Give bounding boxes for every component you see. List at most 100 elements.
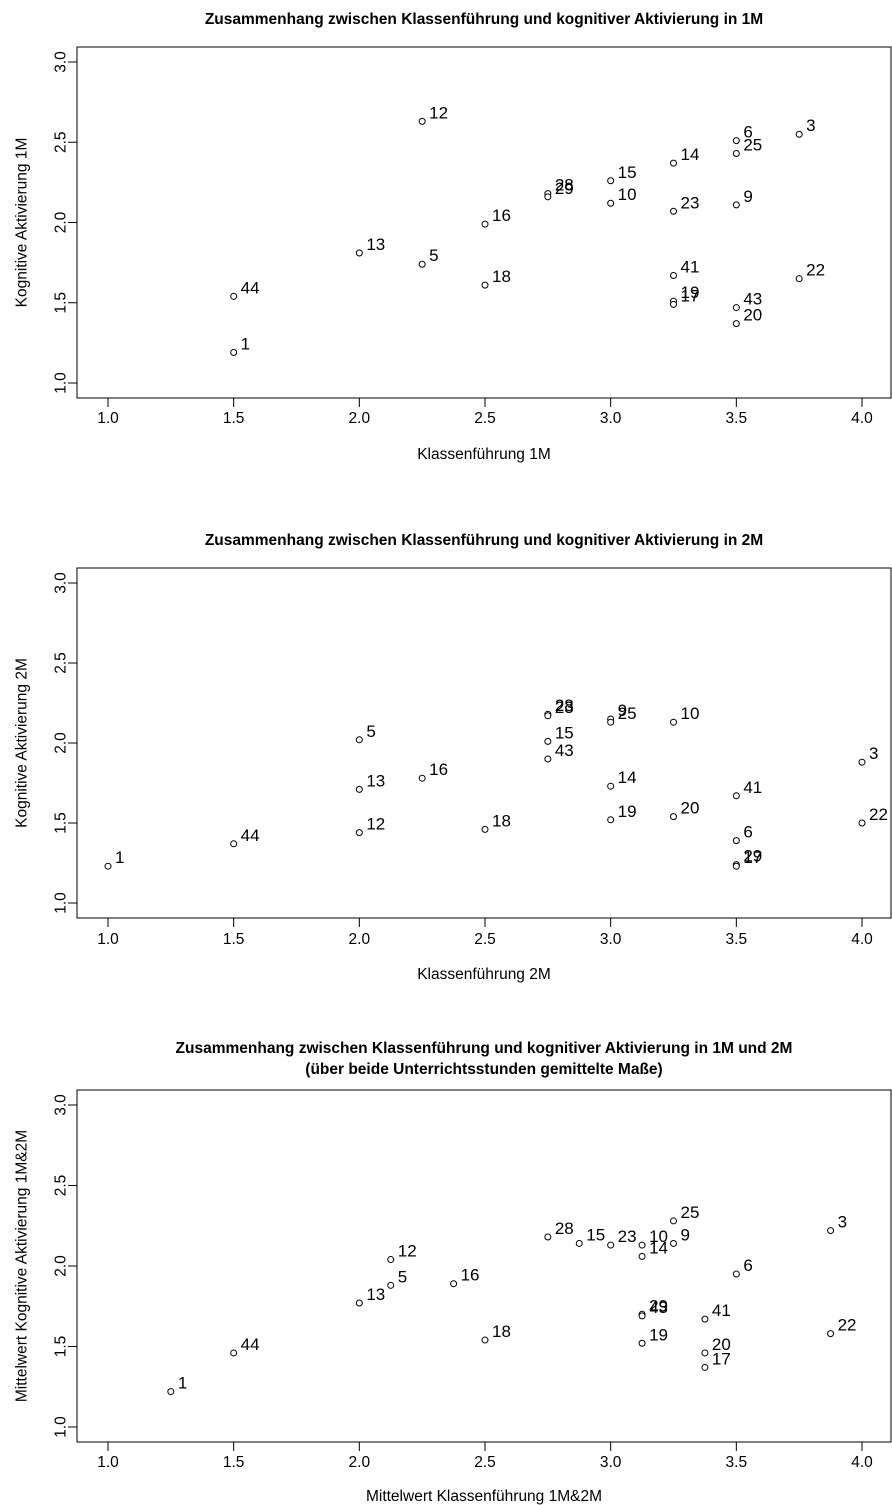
data-point xyxy=(418,260,426,268)
x-tick-label: 4.0 xyxy=(851,931,873,948)
data-point xyxy=(355,736,363,744)
data-point xyxy=(450,1280,458,1288)
data-point xyxy=(104,862,112,870)
data-point-label: 12 xyxy=(366,815,385,834)
y-tick-label: 1.5 xyxy=(53,1336,70,1358)
data-point xyxy=(670,207,677,215)
data-point xyxy=(544,737,552,745)
data-point-label: 43 xyxy=(743,290,762,309)
y-tick-label: 3.0 xyxy=(53,572,70,594)
data-point xyxy=(670,159,677,167)
data-point xyxy=(795,275,803,283)
data-point xyxy=(418,774,426,782)
x-tick-label: 1.5 xyxy=(223,931,245,948)
data-point xyxy=(607,177,615,185)
data-point-label: 9 xyxy=(681,1225,690,1244)
x-tick-label: 2.0 xyxy=(349,1454,371,1471)
data-point xyxy=(355,249,363,257)
data-point-label: 3 xyxy=(806,116,815,135)
data-point-label: 14 xyxy=(618,768,637,787)
data-point-label: 23 xyxy=(618,1227,637,1246)
data-point xyxy=(481,220,489,228)
chart-title: Zusammenhang zwischen Klassenführung und… xyxy=(176,1040,793,1057)
data-point xyxy=(732,320,740,328)
chart-title: Zusammenhang zwischen Klassenführung und… xyxy=(205,532,763,549)
x-tick-label: 2.5 xyxy=(474,410,496,427)
y-axis-label: Kognitive Aktivierung 2M xyxy=(14,658,31,828)
y-tick-label: 2.5 xyxy=(53,1175,70,1197)
data-point xyxy=(607,1241,615,1249)
data-point-label: 3 xyxy=(869,744,878,763)
y-tick-label: 2.0 xyxy=(53,732,70,754)
plot-frame xyxy=(76,1089,892,1443)
data-point xyxy=(670,718,677,726)
y-tick-label: 2.5 xyxy=(53,131,70,153)
data-point-label: 18 xyxy=(492,267,511,286)
data-point-label: 29 xyxy=(743,847,762,866)
data-point-label: 13 xyxy=(366,771,385,790)
x-tick-label: 1.0 xyxy=(97,1454,119,1471)
data-point xyxy=(481,1336,489,1344)
x-tick-label: 2.5 xyxy=(474,931,496,948)
y-axis-label: Mittelwert Kognitive Aktivierung 1M&2M xyxy=(14,1130,31,1402)
data-point-label: 25 xyxy=(681,1203,700,1222)
data-point-label: 44 xyxy=(241,826,260,845)
data-point-label: 43 xyxy=(649,1298,668,1317)
data-point xyxy=(732,201,740,209)
y-tick-label: 3.0 xyxy=(53,51,70,73)
data-point xyxy=(638,1339,646,1347)
data-point xyxy=(355,1299,363,1307)
data-point xyxy=(230,349,238,357)
data-point-label: 44 xyxy=(241,278,260,297)
data-point-label: 5 xyxy=(398,1267,407,1286)
data-point-label: 29 xyxy=(555,179,574,198)
data-point-label: 19 xyxy=(618,802,637,821)
data-point-label: 16 xyxy=(461,1266,480,1285)
data-point xyxy=(481,281,489,289)
data-point-label: 19 xyxy=(681,283,700,302)
x-tick-label: 1.5 xyxy=(223,410,245,427)
plot-frame xyxy=(76,567,892,919)
data-point-label: 28 xyxy=(555,696,574,715)
data-point xyxy=(230,292,238,300)
data-point xyxy=(387,1256,395,1264)
data-point xyxy=(638,1241,646,1249)
data-point-label: 9 xyxy=(618,701,627,720)
data-point-label: 10 xyxy=(681,704,700,723)
x-tick-label: 1.5 xyxy=(223,1454,245,1471)
scatter-panel-2: Zusammenhang zwischen Klassenführung und… xyxy=(14,532,892,983)
data-point-label: 44 xyxy=(241,1335,260,1354)
data-point-label: 15 xyxy=(618,163,637,182)
data-point-label: 1 xyxy=(241,335,250,354)
scatter-panel-1: Zusammenhang zwischen Klassenführung und… xyxy=(14,11,892,463)
data-point-label: 5 xyxy=(366,722,375,741)
data-point-label: 6 xyxy=(743,1256,752,1275)
y-tick-label: 1.0 xyxy=(53,1416,70,1438)
data-point xyxy=(670,813,677,821)
data-point-label: 12 xyxy=(398,1242,417,1261)
data-point-label: 6 xyxy=(743,823,752,842)
data-point xyxy=(355,785,363,793)
data-point-label: 13 xyxy=(366,235,385,254)
x-tick-label: 2.5 xyxy=(474,1454,496,1471)
data-point-label: 17 xyxy=(681,286,700,305)
data-point-label: 12 xyxy=(429,103,448,122)
data-point xyxy=(732,304,740,312)
data-point xyxy=(732,149,740,157)
data-point-label: 18 xyxy=(492,811,511,830)
data-point-label: 17 xyxy=(743,848,762,867)
data-point xyxy=(732,837,740,845)
y-tick-label: 2.0 xyxy=(53,1255,70,1277)
scatter-panel-3: Zusammenhang zwischen Klassenführung und… xyxy=(14,1040,892,1505)
data-point-label: 13 xyxy=(366,1285,385,1304)
data-point-label: 3 xyxy=(838,1213,847,1232)
chart-title: (über beide Unterrichtsstunden gemittelt… xyxy=(305,1061,662,1078)
data-point xyxy=(827,1330,835,1338)
data-point-label: 43 xyxy=(555,741,574,760)
data-point-label: 41 xyxy=(681,257,700,276)
data-point xyxy=(732,1270,740,1278)
data-point xyxy=(230,840,238,848)
data-point-label: 18 xyxy=(492,1322,511,1341)
data-point-label: 15 xyxy=(586,1225,605,1244)
